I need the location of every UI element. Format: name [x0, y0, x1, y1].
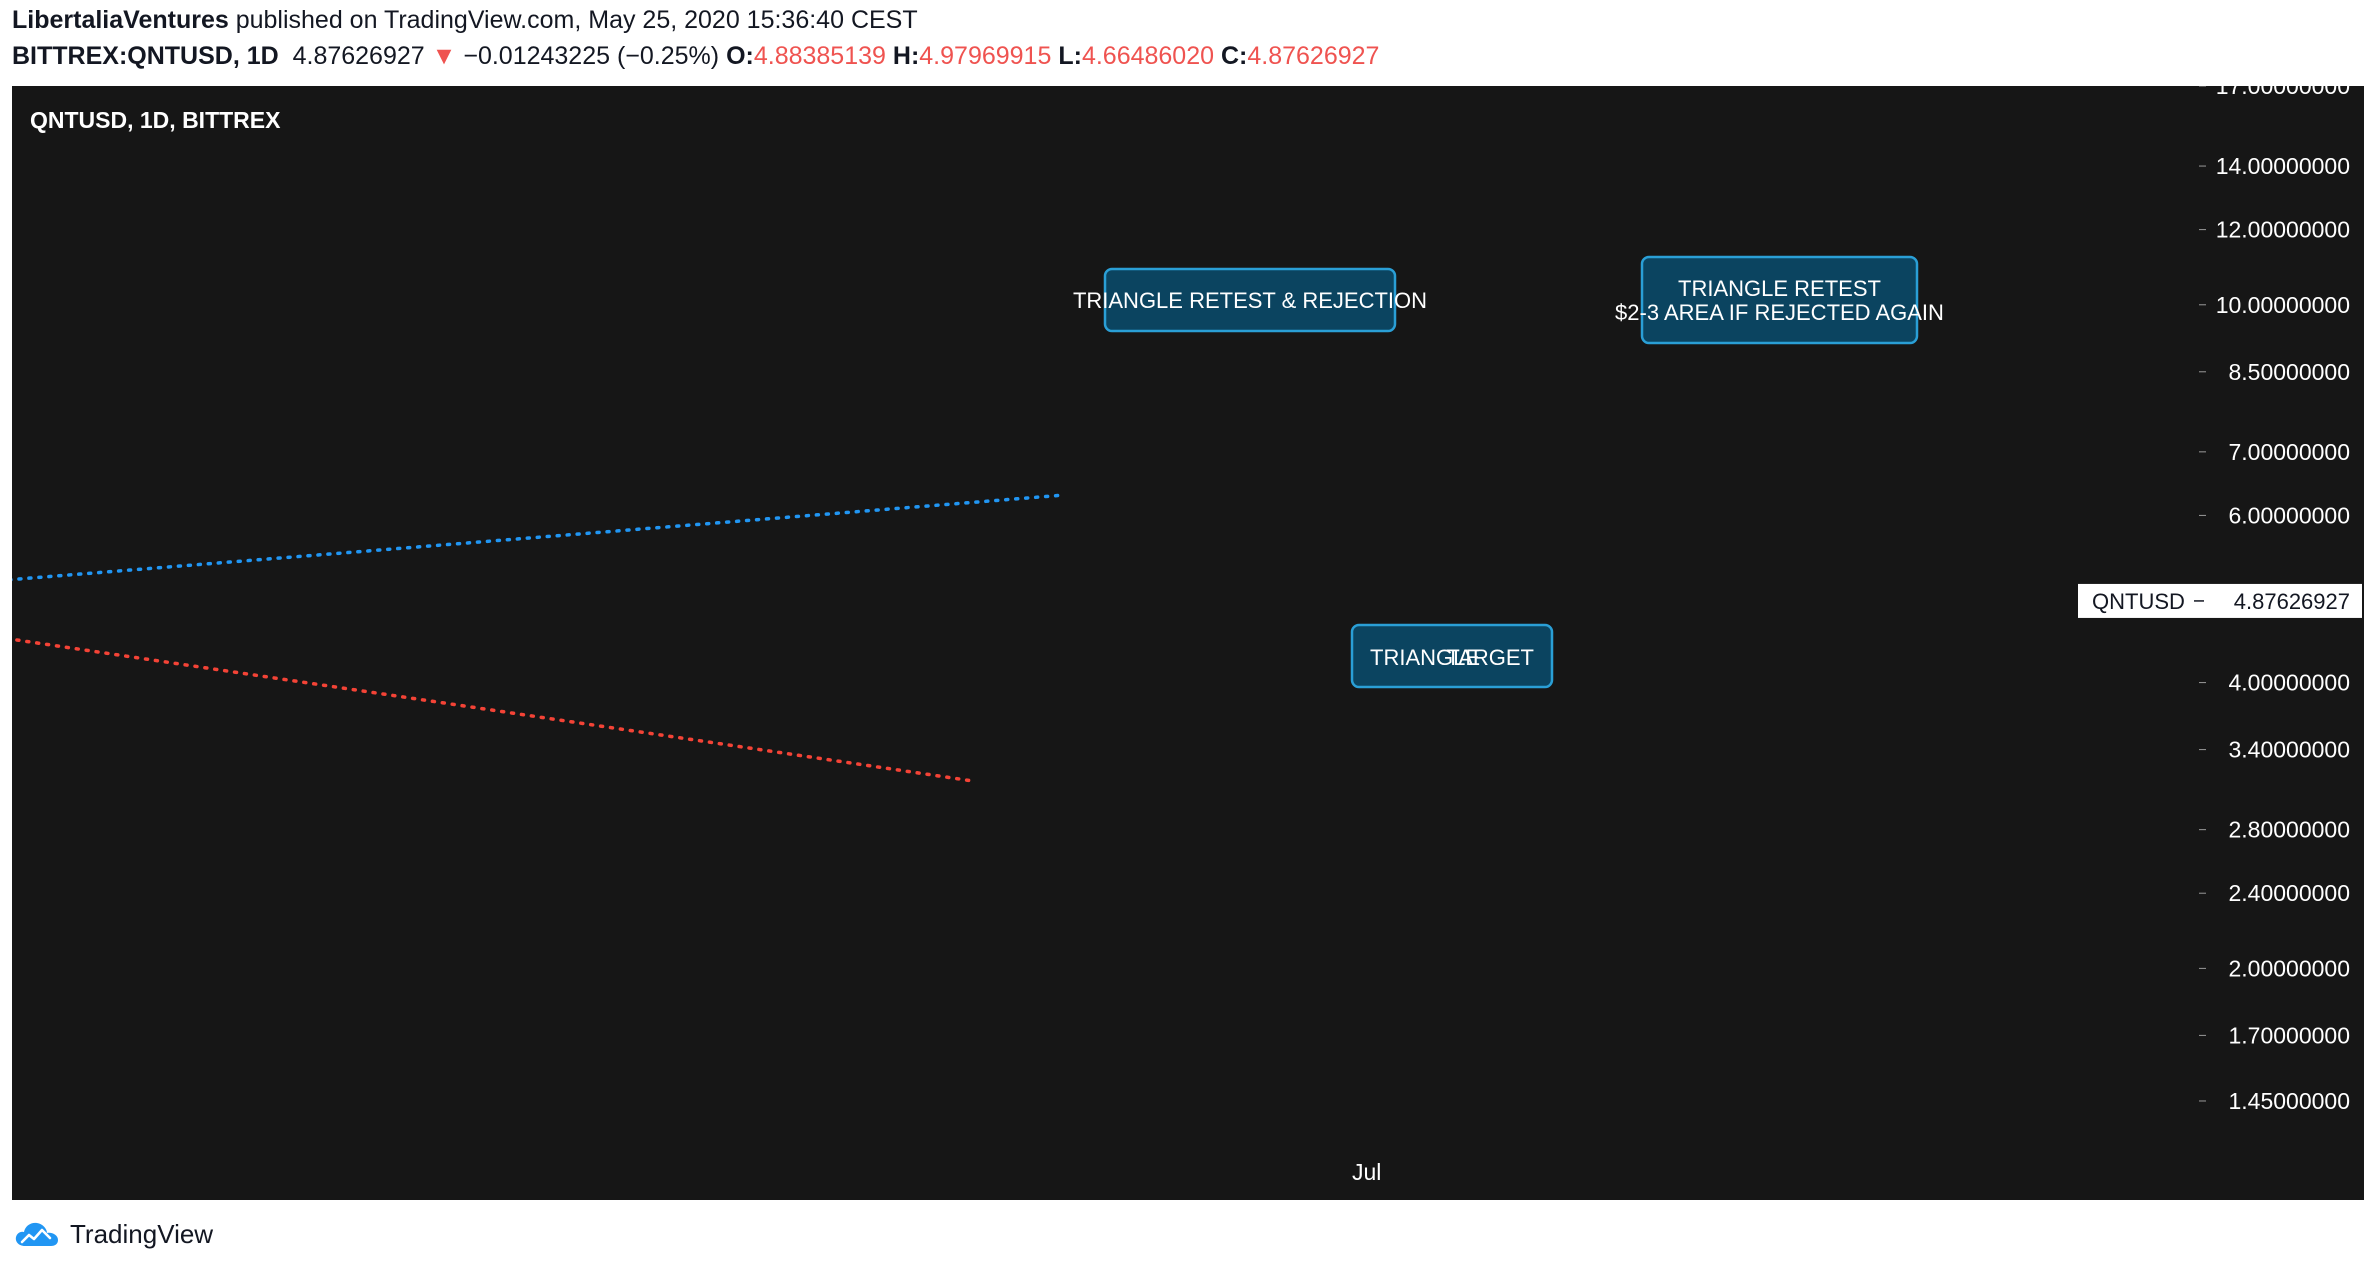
close-value: 4.87626927 [1247, 42, 1380, 70]
price-tag-symbol: QNTUSD [2092, 589, 2185, 614]
x-tick-label: Jul [1352, 1159, 1381, 1185]
callout-text: TARGET [1446, 645, 1534, 670]
y-tick-label: 7.00000000 [2228, 439, 2350, 465]
ohlc-line: BITTREX:QNTUSD, 1D 4.87626927 ▼ −0.01243… [12, 42, 1379, 71]
y-tick-label: 10.00000000 [2216, 292, 2350, 318]
chart-canvas[interactable]: TRIANGLE RETEST & REJECTION TRIANGLE RETE… [12, 86, 2364, 1200]
y-tick-label: 1.45000000 [2228, 1088, 2350, 1114]
callout-text: TRIANGLE [1370, 645, 1480, 670]
callout-box[interactable] [1350, 623, 1554, 689]
tradingview-cloud-icon [15, 1222, 58, 1246]
y-tick-label: 2.00000000 [2228, 955, 2350, 981]
y-tick-label: 12.00000000 [2216, 217, 2350, 243]
change-arrow-icon: ▼ [431, 42, 457, 70]
callout-triangle-retest-again[interactable]: TRIANGLE RETEST$2-3 AREA IF REJECTED AGA… [12, 255, 1944, 563]
chart-title: QNTUSD, 1D, BITTREX [30, 107, 281, 133]
price-tag-value: 4.87626927 [2234, 589, 2350, 614]
callout-text: TRIANGLE RETEST [1678, 276, 1881, 301]
y-tick-label: 3.40000000 [2228, 737, 2350, 763]
low-label: L: [1058, 42, 1082, 70]
y-tick-label: 8.50000000 [2228, 359, 2350, 385]
footer: TradingView [14, 1214, 213, 1254]
symbol-label: BITTREX:QNTUSD, 1D [12, 42, 279, 70]
open-value: 4.88385139 [753, 42, 886, 70]
y-tick-label: 2.80000000 [2228, 817, 2350, 843]
current-price-tag: QNTUSD 4.87626927 [2078, 583, 2362, 618]
last-price: 4.87626927 [292, 42, 425, 70]
up-projection-line[interactable] [12, 493, 1063, 600]
callout-box[interactable] [1103, 267, 1397, 333]
callout-text: $2-3 AREA IF REJECTED AGAIN [1615, 300, 1944, 325]
high-value: 4.97969915 [919, 42, 1052, 70]
y-tick-label: 14.00000000 [2216, 153, 2350, 179]
price-change: −0.01243225 (−0.25%) [463, 42, 720, 70]
chart-area[interactable]: TRIANGLE RETEST & REJECTION TRIANGLE RETE… [12, 86, 2364, 1200]
high-label: H: [892, 42, 920, 70]
author-name[interactable]: LibertaliaVentures [12, 6, 229, 34]
down-projection-line[interactable] [12, 601, 976, 783]
callout-triangle-retest-rejection[interactable]: TRIANGLE RETEST & REJECTION [12, 267, 1427, 595]
y-tick-label: 17.00000000 [2216, 86, 2350, 99]
callout-text: TRIANGLE RETEST & REJECTION [1073, 288, 1427, 313]
y-tick-label: 6.00000000 [2228, 502, 2350, 528]
callout-box[interactable] [1640, 255, 1919, 345]
tradingview-brand[interactable]: TradingView [70, 1218, 214, 1249]
publish-info: LibertaliaVentures published on TradingV… [12, 6, 918, 35]
close-label: C: [1220, 42, 1248, 70]
y-tick-label: 4.00000000 [2228, 670, 2350, 696]
price-tag-box [2078, 583, 2362, 618]
published-text: published on TradingView.com, May 25, 20… [235, 6, 918, 34]
y-tick-label: 2.40000000 [2228, 880, 2350, 906]
y-tick-label: 1.70000000 [2228, 1022, 2350, 1048]
open-label: O: [726, 42, 754, 70]
low-value: 4.66486020 [1081, 42, 1215, 70]
